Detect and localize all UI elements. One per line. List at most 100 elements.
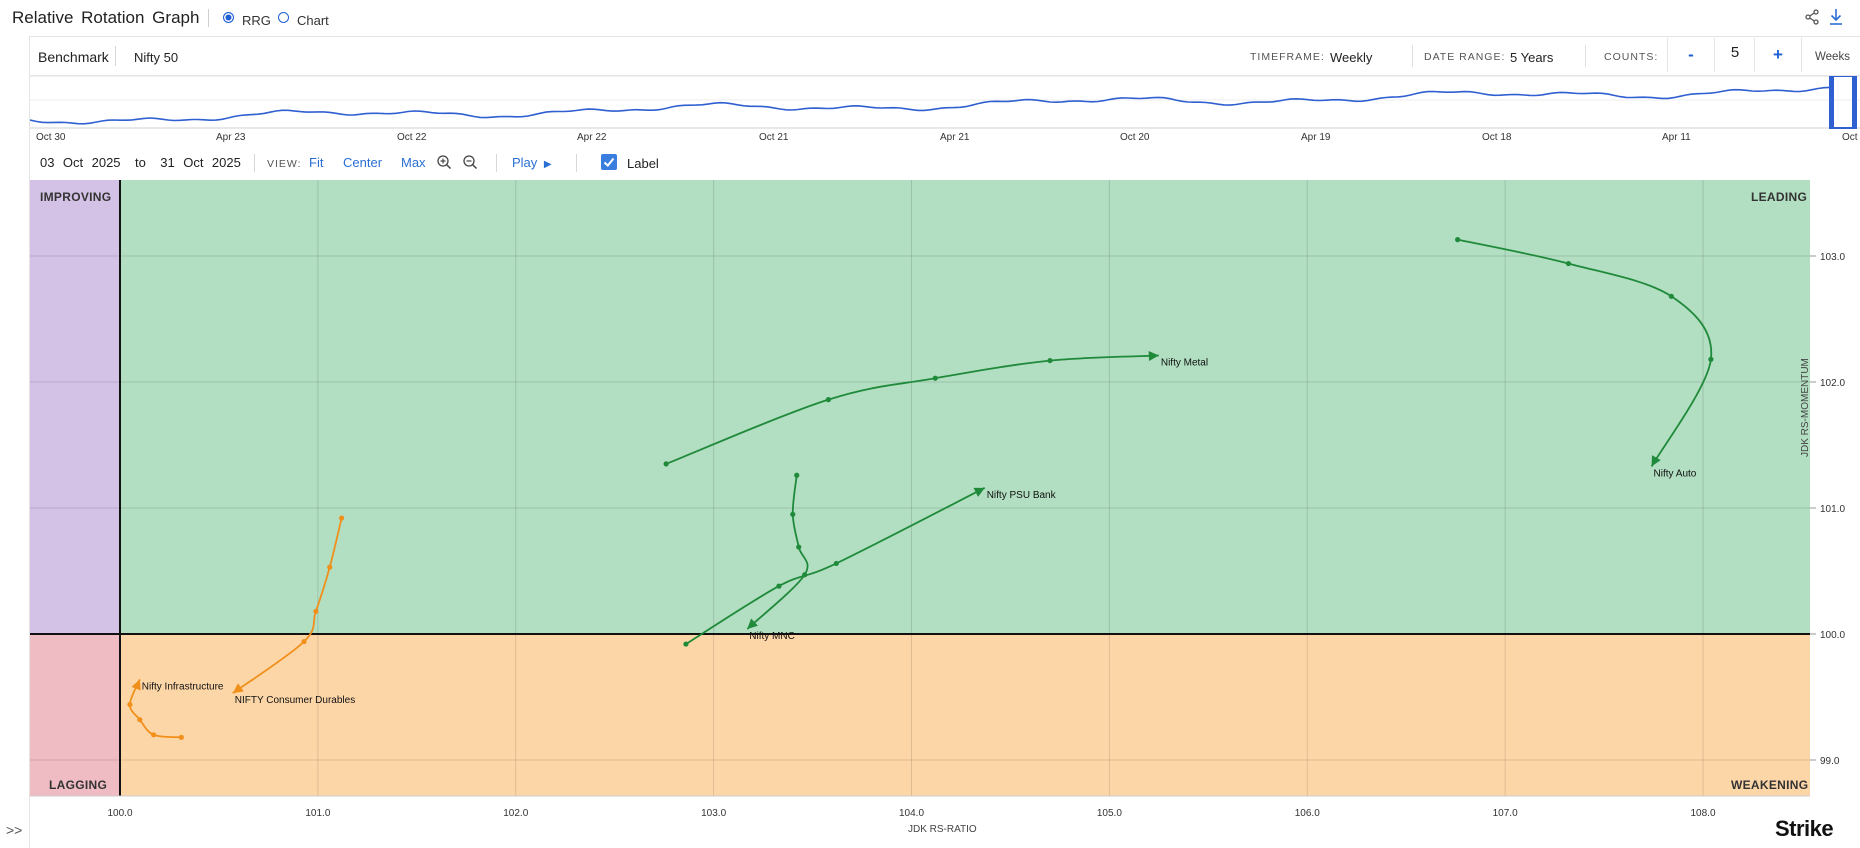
series-point[interactable]: [127, 701, 133, 708]
x-tick-label: 107.0: [1493, 808, 1518, 819]
nav-date-label: Apr 19: [1301, 132, 1331, 143]
series-label: Nifty Auto: [1654, 468, 1697, 479]
series-point[interactable]: [796, 544, 802, 550]
x-tick-label: 104.0: [899, 808, 924, 819]
benchmark-select[interactable]: Nifty 50: [134, 50, 179, 65]
series-head-arrow[interactable]: [131, 679, 141, 691]
series-nifty-infrastructure[interactable]: Nifty Infrastructure: [127, 679, 224, 740]
play-button[interactable]: Play ▶: [512, 155, 552, 170]
view-fit-button[interactable]: Fit: [309, 155, 324, 170]
play-label[interactable]: Play: [512, 155, 538, 170]
download-icon[interactable]: [1828, 8, 1844, 26]
zoom-in-icon[interactable]: [436, 154, 452, 170]
series-nifty-psu-bank[interactable]: Nifty PSU Bank: [683, 486, 1057, 647]
series-point[interactable]: [151, 732, 157, 738]
series-point[interactable]: [932, 375, 938, 381]
series-point[interactable]: [1668, 293, 1674, 299]
series-point[interactable]: [1455, 237, 1461, 243]
rrg-radio[interactable]: [223, 12, 234, 23]
nav-date-label: Oct 20: [1120, 132, 1150, 143]
series-nifty-auto[interactable]: Nifty Auto: [1455, 237, 1714, 479]
navigator-svg: [30, 76, 1860, 129]
nav-date-label: Oct: [1842, 132, 1858, 143]
view-max-button[interactable]: Max: [401, 155, 426, 170]
timeframe-label: TIMEFRAME:: [1250, 51, 1325, 63]
expand-panel-icon[interactable]: >>: [6, 822, 23, 838]
navigator-handle-right[interactable]: [1852, 76, 1856, 128]
divider: [254, 154, 255, 172]
series-head-arrow[interactable]: [232, 683, 244, 694]
series-point[interactable]: [339, 515, 345, 521]
date-range-select[interactable]: 5 Years: [1510, 50, 1554, 65]
nav-date-label: Apr 11: [1662, 132, 1691, 143]
series-point[interactable]: [1565, 260, 1572, 267]
timeframe-select[interactable]: Weekly: [1330, 50, 1373, 65]
nav-date-label: Oct 30: [36, 132, 66, 143]
series-point[interactable]: [663, 461, 669, 467]
series-point[interactable]: [1047, 357, 1053, 364]
view-center-button[interactable]: Center: [343, 155, 383, 170]
quadrant-weakening-title: WEAKENING: [1731, 778, 1809, 792]
from-year[interactable]: 2025: [91, 155, 121, 170]
y-tick-label: 101.0: [1820, 504, 1845, 515]
series-head-arrow[interactable]: [1651, 455, 1661, 467]
series-head-arrow[interactable]: [747, 618, 758, 629]
series-tail-line[interactable]: [685, 486, 986, 645]
series-point[interactable]: [776, 583, 782, 589]
x-tick-label: 106.0: [1295, 808, 1320, 819]
counts-increment-button[interactable]: +: [1754, 38, 1802, 72]
series-point[interactable]: [825, 397, 831, 403]
date-range-display[interactable]: 03 Oct 2025 to 31 Oct 2025: [40, 154, 241, 172]
chart-radio[interactable]: [278, 12, 289, 23]
series-point[interactable]: [1708, 356, 1714, 362]
series-nifty-consumer-durables[interactable]: NIFTY Consumer Durables: [232, 515, 355, 706]
counts-input[interactable]: 5: [1730, 44, 1740, 61]
divider: [115, 46, 116, 66]
series-nifty-mnc[interactable]: Nifty MNC: [746, 472, 809, 642]
to-month[interactable]: Oct: [183, 155, 204, 170]
x-tick-label: 103.0: [701, 808, 726, 819]
play-icon[interactable]: ▶: [543, 159, 552, 170]
nav-date-label: Apr 22: [577, 132, 607, 143]
series-point[interactable]: [137, 717, 143, 723]
series-point[interactable]: [178, 734, 184, 740]
label-checkbox-label[interactable]: Label: [627, 156, 659, 171]
series-point[interactable]: [802, 572, 808, 578]
navigator-handle-left[interactable]: [1830, 76, 1834, 128]
series-head-arrow[interactable]: [973, 487, 985, 497]
rrg-chart: 100.0 101.0 102.0 103.0 104.0 105.0 106.0 107.0…: [30, 180, 1845, 819]
y-tick-label: 102.0: [1820, 378, 1845, 389]
y-tick-label: 103.0: [1820, 252, 1845, 263]
zoom-out-icon[interactable]: [462, 154, 478, 170]
quadrant-leading: [120, 180, 1810, 634]
nav-date-label: Oct 18: [1482, 132, 1512, 143]
divider: [496, 154, 497, 172]
y-tick-label: 99.0: [1820, 756, 1840, 767]
series-point[interactable]: [301, 638, 307, 645]
x-tick-label: 105.0: [1097, 808, 1122, 819]
label-checkbox[interactable]: [601, 154, 617, 170]
series-head-arrow[interactable]: [1148, 351, 1159, 361]
to-year[interactable]: 2025: [211, 155, 241, 170]
from-month[interactable]: Oct: [62, 155, 84, 170]
quadrant-improving-title: IMPROVING: [40, 190, 112, 204]
counts-decrement-button[interactable]: -: [1667, 38, 1715, 72]
series-nifty-metal[interactable]: Nifty Metal: [663, 351, 1209, 467]
divider: [1412, 45, 1413, 67]
share-icon[interactable]: [1804, 9, 1820, 25]
series-point[interactable]: [327, 564, 333, 570]
rrg-radio-label[interactable]: RRG: [242, 13, 271, 28]
series-label: NIFTY Consumer Durables: [235, 695, 355, 706]
series-point[interactable]: [683, 641, 689, 647]
chart-radio-label[interactable]: Chart: [297, 13, 329, 28]
series-label: Nifty PSU Bank: [987, 490, 1057, 501]
series-tail-line[interactable]: [665, 354, 1159, 465]
to-day[interactable]: 31: [160, 155, 175, 170]
series-point[interactable]: [794, 472, 800, 478]
counts-label: COUNTS:: [1604, 51, 1659, 63]
series-point[interactable]: [313, 608, 319, 614]
series-point[interactable]: [790, 511, 796, 517]
date-navigator[interactable]: Oct 30 Apr 23 Oct 22 Apr 22 Oct 21 Apr 2…: [30, 76, 1860, 144]
series-point[interactable]: [833, 560, 839, 567]
from-day[interactable]: 03: [40, 155, 55, 170]
